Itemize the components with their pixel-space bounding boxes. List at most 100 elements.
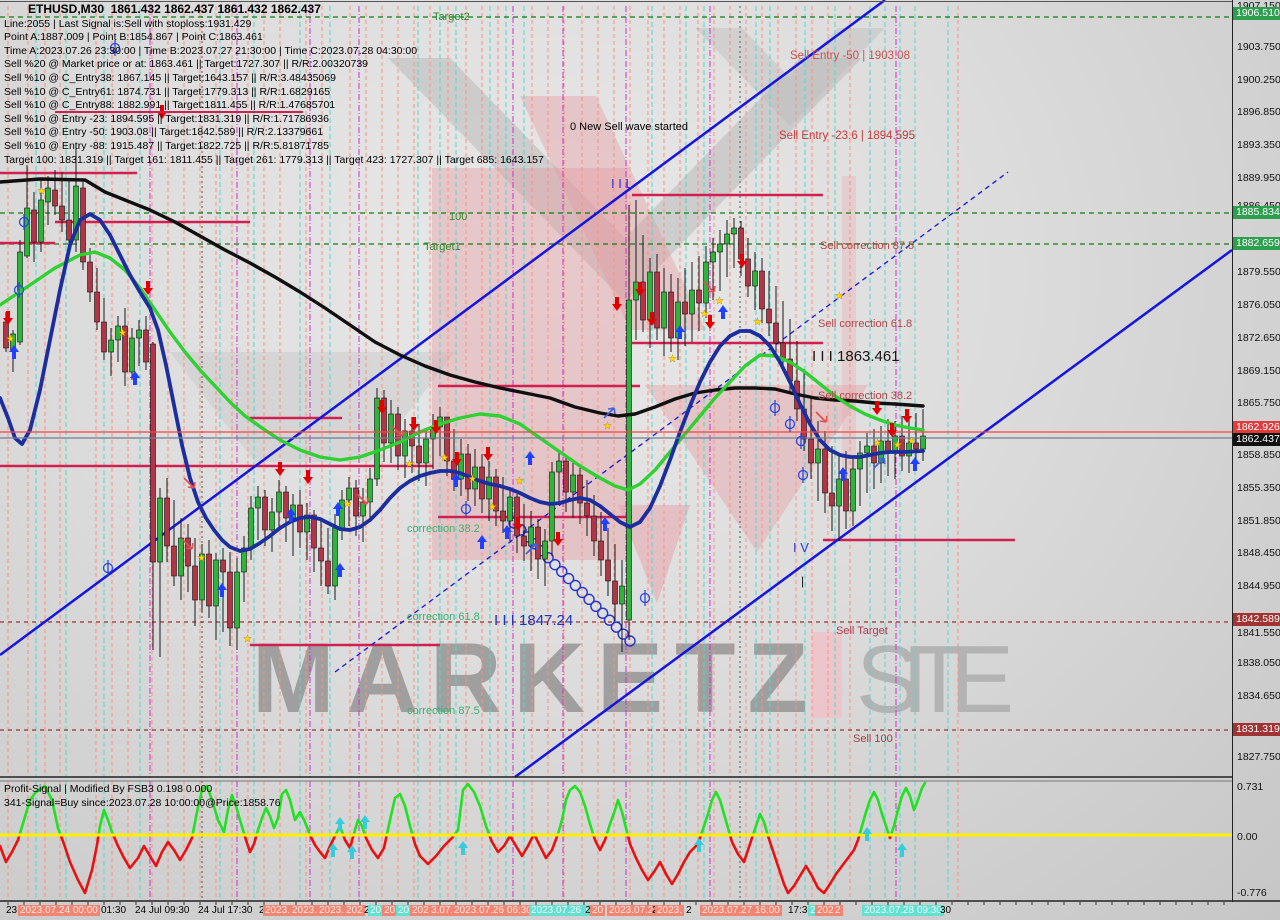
time-axis-label: 2023. bbox=[290, 905, 320, 916]
price-axis-label: 1858.850 bbox=[1237, 449, 1280, 461]
star-marker-icon: ★ bbox=[893, 440, 902, 451]
candle-body bbox=[906, 442, 912, 457]
candle-body bbox=[913, 442, 919, 450]
candle-body bbox=[570, 474, 576, 493]
ma-fast-navy bbox=[0, 212, 925, 553]
star-marker-icon: ★ bbox=[873, 438, 882, 449]
candle-body bbox=[255, 496, 261, 509]
signal-circle-chain bbox=[549, 558, 561, 571]
candle-body bbox=[38, 199, 44, 243]
candle-body bbox=[829, 492, 835, 507]
breakout-up-icon bbox=[603, 407, 616, 419]
candle-body bbox=[234, 571, 240, 629]
chart-annotation: I I I 1847.24 bbox=[494, 612, 574, 629]
session-signal-icon bbox=[694, 838, 704, 852]
time-axis-label: 20 bbox=[382, 905, 398, 916]
breakout-up-icon bbox=[525, 543, 538, 555]
chart-annotation: Sell correction 61.8 bbox=[818, 318, 913, 330]
price-axis-label: 1848.450 bbox=[1237, 547, 1280, 559]
candle-body bbox=[626, 299, 632, 621]
star-marker-icon: ★ bbox=[6, 334, 15, 345]
candle-body bbox=[808, 438, 814, 464]
candle-body bbox=[115, 325, 121, 341]
star-marker-icon: ★ bbox=[405, 459, 414, 470]
candle-body bbox=[598, 540, 604, 561]
breakout-up-icon bbox=[873, 457, 886, 469]
candle-body bbox=[682, 301, 688, 315]
price-axis-label: 1876.050 bbox=[1237, 299, 1280, 311]
candle-body bbox=[549, 471, 555, 542]
watermark-text-marketz: MARKETZ bbox=[252, 622, 806, 733]
time-axis-label: 20 bbox=[368, 905, 384, 916]
candle-body bbox=[745, 258, 751, 287]
candle-body bbox=[458, 453, 464, 480]
time-axis-label: 2 bbox=[364, 905, 370, 916]
candle-body bbox=[108, 339, 114, 353]
candle-body bbox=[612, 580, 618, 605]
info-line: Sell %10 @ Entry -50: 1903.08 || Target:… bbox=[4, 126, 324, 139]
candle-body bbox=[171, 545, 177, 577]
price-badge: 1831.319 bbox=[1233, 723, 1280, 736]
time-axis-label: 2023.07.27 16:00 bbox=[700, 905, 782, 916]
price-axis-label: 1893.350 bbox=[1237, 139, 1280, 151]
candle-body bbox=[325, 560, 331, 587]
candle-body bbox=[381, 397, 387, 444]
time-axis-label: 24 Jul 09:30 bbox=[135, 905, 190, 916]
candle-body bbox=[640, 281, 646, 321]
candle-body bbox=[507, 496, 513, 522]
chart-annotation: I I I 1863.461 bbox=[812, 348, 900, 365]
time-axis-label: 202 bbox=[344, 905, 365, 916]
oscillator-line-down bbox=[0, 835, 893, 895]
candle-body bbox=[248, 507, 254, 549]
candle-body bbox=[87, 261, 93, 293]
cancelled-entry-strike-line bbox=[55, 111, 303, 113]
signal-circle-chain bbox=[569, 579, 582, 592]
price-axis-label: 1896.850 bbox=[1237, 106, 1280, 118]
signal-info-block: ETHUSD,M30 1861.432 1862.437 1861.432 18… bbox=[4, 2, 544, 166]
price-badge: 1882.659 bbox=[1233, 237, 1280, 250]
candle-body bbox=[654, 271, 660, 329]
time-axis-label: 23 bbox=[6, 905, 18, 916]
candle-body bbox=[780, 342, 786, 360]
sell-arrow-icon bbox=[3, 311, 13, 325]
price-axis-label: 1879.550 bbox=[1237, 266, 1280, 278]
indicator-name-label: Profit-Signal | Modified By FSB3 0.198 0… bbox=[4, 783, 213, 795]
session-signal-icon bbox=[347, 845, 357, 859]
star-marker-icon: ★ bbox=[603, 421, 612, 432]
sell-arrow-icon bbox=[377, 400, 387, 414]
indicator-axis-label: 0.00 bbox=[1237, 831, 1258, 843]
chart-annotation: Target1 bbox=[424, 241, 461, 253]
info-line: Sell %20 @ Market price or at: 1863.461 … bbox=[4, 58, 369, 71]
star-marker-icon: ★ bbox=[515, 476, 524, 487]
sell-arrow-icon bbox=[483, 447, 493, 461]
signal-circle-chain bbox=[556, 565, 568, 578]
indicator-axis-label: -0.776 bbox=[1237, 887, 1267, 899]
info-line: Sell %10 @ Entry -88: 1915.487 || Target… bbox=[4, 139, 329, 152]
sell-arrow-icon bbox=[737, 254, 747, 268]
info-line: Sell %10 @ Entry -23: 1894.595 || Target… bbox=[4, 112, 329, 125]
candle-body bbox=[276, 491, 282, 513]
chart-top-border bbox=[0, 1, 1232, 2]
star-marker-icon: ★ bbox=[440, 453, 449, 464]
price-axis-label: 1834.650 bbox=[1237, 690, 1280, 702]
star-marker-icon: ★ bbox=[753, 317, 762, 328]
session-signal-icon bbox=[862, 827, 872, 841]
time-axis-label: 2023.07.28 09:30 bbox=[862, 905, 944, 916]
time-axis-label: 3.07. bbox=[429, 905, 456, 916]
candle-body bbox=[521, 535, 527, 547]
candle-body bbox=[416, 445, 422, 464]
candle-body bbox=[283, 491, 289, 519]
chart-annotation: Sell correction 87.5 bbox=[820, 240, 915, 252]
candle-body bbox=[360, 501, 366, 517]
price-axis-label: 1869.150 bbox=[1237, 365, 1280, 377]
candle-body bbox=[206, 553, 212, 607]
breakout-down-icon bbox=[181, 538, 194, 550]
buy-arrow-icon bbox=[217, 583, 227, 597]
candle-body bbox=[864, 445, 870, 454]
time-axis-label: 20 bbox=[590, 905, 606, 916]
candle-body bbox=[850, 468, 856, 512]
info-line: Sell %10 @ C_Entry61: 1874.731 || Target… bbox=[4, 85, 331, 98]
star-marker-icon: ★ bbox=[37, 186, 46, 197]
